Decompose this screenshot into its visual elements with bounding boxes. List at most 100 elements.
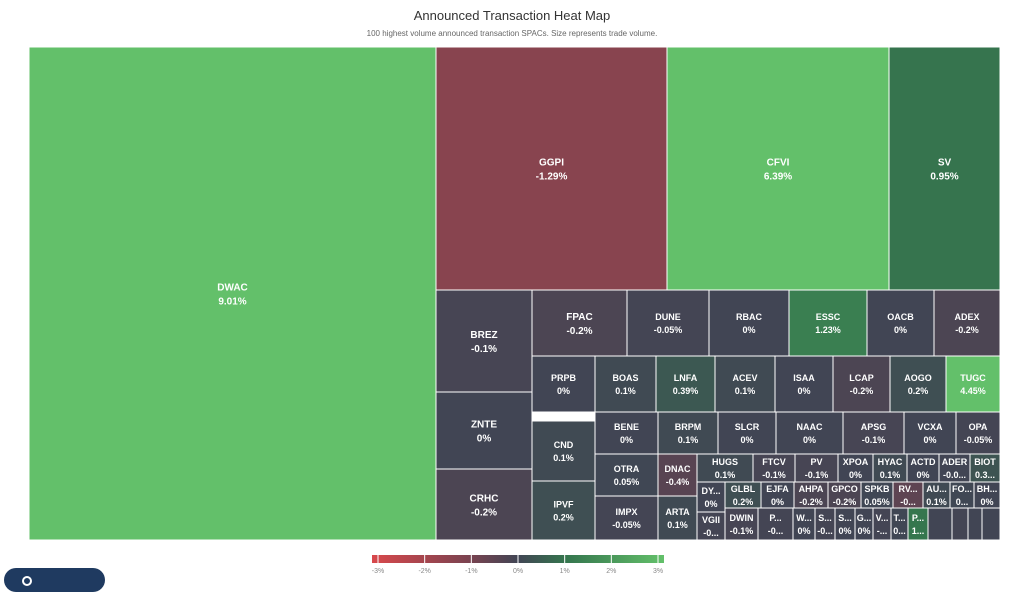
treemap-tile-ipvf[interactable]: IPVF 0.2% xyxy=(531,480,596,541)
treemap-tile-actd[interactable]: ACTD 0% xyxy=(906,453,940,483)
treemap-tile-tugc[interactable]: TUGC 4.45% xyxy=(945,355,1001,413)
tile-ticker: GLBL xyxy=(731,484,756,494)
treemap-tile-brez[interactable]: BREZ -0.1% xyxy=(435,289,533,393)
treemap-tile-prpb[interactable]: PRPB 0% xyxy=(531,355,596,413)
treemap-tile-small[interactable] xyxy=(951,507,969,541)
treemap-tile-vcxa[interactable]: VCXA 0% xyxy=(903,411,957,455)
tile-change: -0... xyxy=(817,526,833,536)
treemap-tile-bene[interactable]: BENE 0% xyxy=(594,411,659,455)
tile-change: 6.39% xyxy=(764,172,792,183)
treemap-tile-ader[interactable]: ADER -0.0... xyxy=(938,453,971,483)
treemap-tile-t[interactable]: T... 0... xyxy=(890,507,909,541)
treemap-tile-ahpa[interactable]: AHPA -0.2% xyxy=(793,481,829,509)
treemap-tile-v[interactable]: V... -... xyxy=(872,507,892,541)
treemap-tile-gpco[interactable]: GPCO -0.2% xyxy=(827,481,862,509)
tile-rect xyxy=(793,481,829,509)
treemap-tile-ejfa[interactable]: EJFA 0% xyxy=(760,481,795,509)
tile-change: -0.2% xyxy=(799,497,823,507)
tile-change: -0.05% xyxy=(612,520,641,530)
treemap-tile-znte[interactable]: ZNTE 0% xyxy=(435,391,533,470)
tile-change: -... xyxy=(877,526,888,536)
tile-ticker: AOGO xyxy=(904,373,932,383)
help-button[interactable] xyxy=(4,568,105,592)
treemap-tile-essc[interactable]: ESSC 1.23% xyxy=(788,289,868,357)
treemap-tile-glbl[interactable]: GLBL 0.2% xyxy=(724,481,762,509)
treemap-tile-pv[interactable]: PV -0.1% xyxy=(794,453,839,483)
treemap-tile-dune[interactable]: DUNE -0.05% xyxy=(626,289,710,357)
tile-ticker: AHPA xyxy=(799,484,824,494)
treemap-tile-bh[interactable]: BH... 0% xyxy=(973,481,1001,509)
treemap-tile-aogo[interactable]: AOGO 0.2% xyxy=(889,355,947,413)
treemap-tile-small[interactable] xyxy=(981,507,1001,541)
tile-change: 0.2% xyxy=(733,497,754,507)
treemap-tile-vgii[interactable]: VGII -0... xyxy=(696,511,726,541)
tile-rect xyxy=(938,453,971,483)
tile-ticker: BIOT xyxy=(974,457,996,467)
treemap-tile-lnfa[interactable]: LNFA 0.39% xyxy=(655,355,716,413)
treemap-tile-dwin[interactable]: DWIN -0.1% xyxy=(724,507,759,541)
tile-ticker: VGII xyxy=(702,515,720,525)
tile-change: 0.1% xyxy=(678,435,699,445)
tile-ticker: OACB xyxy=(887,312,914,322)
treemap-tile-apsg[interactable]: APSG -0.1% xyxy=(842,411,905,455)
treemap-tile-arta[interactable]: ARTA 0.1% xyxy=(657,495,698,541)
treemap-tile-brpm[interactable]: BRPM 0.1% xyxy=(657,411,719,455)
treemap-tile-sv[interactable]: SV 0.95% xyxy=(888,46,1001,291)
treemap-tile-p[interactable]: P... -0... xyxy=(757,507,794,541)
treemap-tile-otra[interactable]: OTRA 0.05% xyxy=(594,453,659,497)
treemap-tile-cfvi[interactable]: CFVI 6.39% xyxy=(666,46,890,291)
treemap-tile-hugs[interactable]: HUGS 0.1% xyxy=(696,453,754,483)
treemap-tile-fo[interactable]: FO... 0... xyxy=(949,481,975,509)
treemap-tile-small[interactable] xyxy=(927,507,953,541)
treemap-tile-g[interactable]: G... 0% xyxy=(854,507,874,541)
tile-rect xyxy=(531,355,596,413)
treemap-tile-rbac[interactable]: RBAC 0% xyxy=(708,289,790,357)
tile-ticker: BH... xyxy=(977,484,998,494)
treemap-tile-naac[interactable]: NAAC 0% xyxy=(775,411,844,455)
treemap-tile-dy[interactable]: DY... 0% xyxy=(696,481,726,513)
tile-rect xyxy=(655,355,716,413)
treemap-tile-isaa[interactable]: ISAA 0% xyxy=(774,355,834,413)
tile-ticker: CFVI xyxy=(767,158,790,169)
treemap-tile-spkb[interactable]: SPKB 0.05% xyxy=(860,481,894,509)
treemap-tile-p[interactable]: P... 1... xyxy=(907,507,929,541)
treemap-tile-slcr[interactable]: SLCR 0% xyxy=(717,411,777,455)
treemap-tile-ggpi[interactable]: GGPI -1.29% xyxy=(435,46,668,291)
treemap-tile-adex[interactable]: ADEX -0.2% xyxy=(933,289,1001,357)
treemap-tile-oacb[interactable]: OACB 0% xyxy=(866,289,935,357)
tile-change: 0% xyxy=(742,325,755,335)
tile-change: 0% xyxy=(894,325,907,335)
tile-ticker: SLCR xyxy=(735,422,760,432)
treemap-tile-w[interactable]: W... 0% xyxy=(792,507,816,541)
treemap-tile-s[interactable]: S... -0... xyxy=(814,507,836,541)
tile-change: 4.45% xyxy=(960,386,986,396)
treemap-tile-cnd[interactable]: CND 0.1% xyxy=(531,420,596,482)
treemap-tile-ftcv[interactable]: FTCV -0.1% xyxy=(752,453,796,483)
treemap-tile-crhc[interactable]: CRHC -0.2% xyxy=(435,468,533,541)
treemap-tile-au[interactable]: AU... 0.1% xyxy=(922,481,951,509)
tile-ticker: SV xyxy=(938,158,952,169)
treemap-tile-biot[interactable]: BIOT 0.3... xyxy=(969,453,1001,483)
treemap-tile-rv[interactable]: RV... -0... xyxy=(892,481,924,509)
treemap-tile-small[interactable] xyxy=(967,507,983,541)
tile-rect xyxy=(531,480,596,541)
tile-rect xyxy=(933,289,1001,357)
treemap-tile-hyac[interactable]: HYAC 0.1% xyxy=(872,453,908,483)
treemap-tile-s[interactable]: S... 0% xyxy=(834,507,856,541)
tile-ticker: BREZ xyxy=(470,330,497,341)
tile-change: 0% xyxy=(704,499,717,509)
tile-rect xyxy=(717,411,777,455)
treemap-tile-impx[interactable]: IMPX -0.05% xyxy=(594,495,659,541)
treemap-tile-fpac[interactable]: FPAC -0.2% xyxy=(531,289,628,357)
treemap-tile-acev[interactable]: ACEV 0.1% xyxy=(714,355,776,413)
tile-change: -0.1% xyxy=(762,470,786,480)
tile-change: 1... xyxy=(912,526,925,536)
treemap-tile-lcap[interactable]: LCAP -0.2% xyxy=(832,355,891,413)
treemap-tile-opa[interactable]: OPA -0.05% xyxy=(955,411,1001,455)
tile-ticker: NAAC xyxy=(797,422,823,432)
tile-rect xyxy=(837,453,874,483)
treemap-tile-dwac[interactable]: DWAC 9.01% xyxy=(28,46,437,541)
treemap-tile-xpoa[interactable]: XPOA 0% xyxy=(837,453,874,483)
treemap-tile-boas[interactable]: BOAS 0.1% xyxy=(594,355,657,413)
treemap-tile-dnac[interactable]: DNAC -0.4% xyxy=(657,453,698,497)
